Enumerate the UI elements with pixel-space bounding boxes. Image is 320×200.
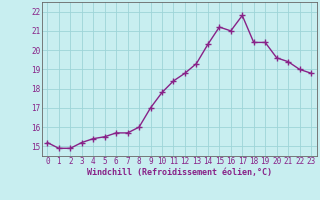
X-axis label: Windchill (Refroidissement éolien,°C): Windchill (Refroidissement éolien,°C): [87, 168, 272, 177]
